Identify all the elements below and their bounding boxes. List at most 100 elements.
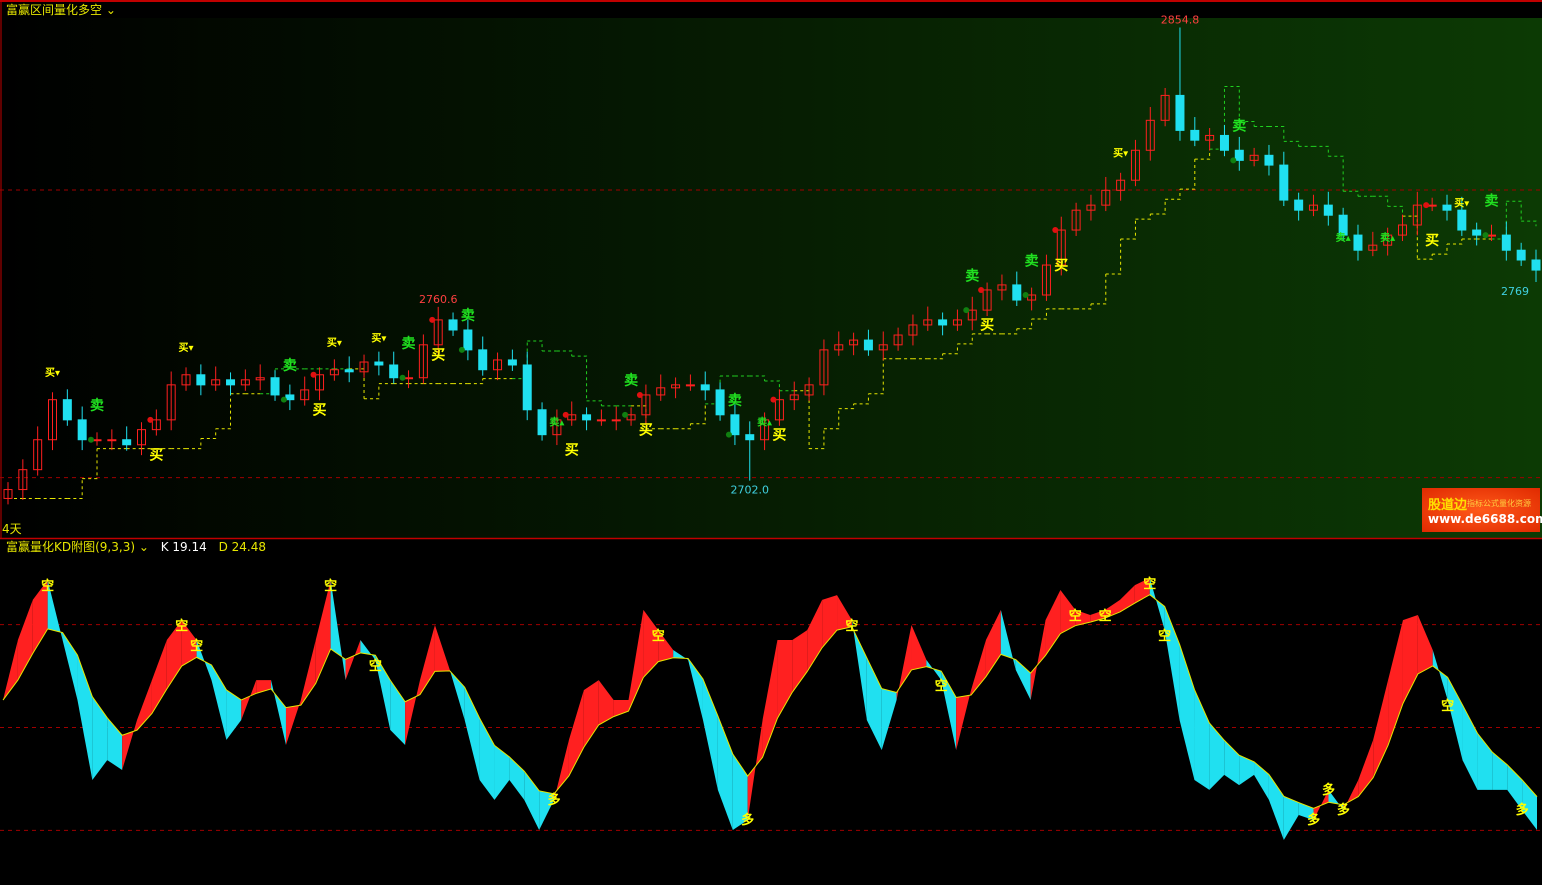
candle-body xyxy=(1531,259,1541,271)
candle-body xyxy=(1383,234,1393,246)
stop-line-segment xyxy=(1417,254,1433,260)
kd-band-segment xyxy=(851,620,867,720)
kd-chart[interactable]: 空空空空空空空空空 空空空空多多 多多多多 xyxy=(0,576,1542,841)
kd-band-segment xyxy=(822,595,838,648)
kd-band-segment xyxy=(1045,589,1061,656)
kd-band-segment xyxy=(271,680,286,745)
candle-body xyxy=(700,384,710,391)
candle-body xyxy=(952,319,962,326)
kd-band-segment xyxy=(360,640,376,660)
candle-body xyxy=(1234,149,1244,161)
candle-body xyxy=(596,419,606,422)
kd-band-segment xyxy=(568,690,584,776)
candle-body xyxy=(359,361,369,373)
indicator-title[interactable]: 富赢区间量化多空 xyxy=(6,3,103,17)
kd-band-segment xyxy=(1179,644,1195,780)
kd-band-segment xyxy=(107,717,123,771)
watermark-logo: 股道边 指标公式量化资源 www.de6688.com xyxy=(1422,488,1542,532)
candle-body xyxy=(923,319,933,326)
kd-band-segment xyxy=(941,671,957,751)
stop-line-segment xyxy=(1105,238,1122,275)
sell-signal: 卖▴ xyxy=(549,416,564,429)
candle-body xyxy=(433,319,443,346)
kd-band-segment xyxy=(345,640,361,681)
long-signal: 多 xyxy=(1337,802,1350,818)
stop-line-segment xyxy=(215,393,232,430)
buy-signal: 买▾ xyxy=(327,337,342,349)
kd-title[interactable]: 富赢量化KD附图(9,3,3) xyxy=(6,540,136,554)
kd-band-segment xyxy=(1343,779,1359,811)
long-signal: 多 xyxy=(548,792,561,808)
kd-band-segment xyxy=(1149,577,1165,631)
stop-line-segment xyxy=(82,448,98,480)
candle-body xyxy=(967,309,977,321)
kd-band-segment xyxy=(1358,739,1374,797)
candle-body xyxy=(1205,134,1215,141)
candle-body xyxy=(18,469,28,491)
kd-band-segment xyxy=(658,630,674,662)
kd-band-segment xyxy=(449,669,465,720)
kd-band-segment xyxy=(1432,649,1448,701)
candle-body xyxy=(878,344,888,351)
kd-band-segment xyxy=(881,688,897,751)
kd-band-segment xyxy=(762,640,778,758)
candle-body xyxy=(92,439,102,442)
candle-body xyxy=(1160,94,1170,121)
kd-band-segment xyxy=(211,664,227,740)
kd-band-segment xyxy=(866,657,882,751)
kd-band-segment xyxy=(196,640,212,681)
candle-body xyxy=(3,489,13,499)
candle-body xyxy=(404,377,414,380)
k-value: K 19.14 xyxy=(160,540,207,554)
candle-body xyxy=(300,389,310,401)
buy-dot xyxy=(978,286,985,293)
kd-band-segment xyxy=(1254,761,1269,800)
short-signal: 空 xyxy=(935,678,948,694)
short-signal: 空 xyxy=(175,618,188,634)
candle-body xyxy=(1427,204,1437,207)
stop-line-segment xyxy=(1165,189,1181,200)
chevron-down-icon[interactable]: ⌄ xyxy=(135,540,149,554)
stop-line-segment xyxy=(1076,303,1092,310)
stop-line-segment xyxy=(1446,238,1463,245)
sell-signal: 卖 xyxy=(1232,118,1246,135)
sell-signal: 卖 xyxy=(1025,252,1039,269)
buy-signal: 买 xyxy=(772,427,786,443)
kd-band-segment xyxy=(792,630,808,693)
sell-dot xyxy=(1022,291,1029,298)
candle-body xyxy=(1397,224,1407,236)
candle-body xyxy=(1412,204,1422,226)
short-signal: 空 xyxy=(845,618,858,634)
kd-band-segment xyxy=(285,700,301,745)
candle-body xyxy=(730,414,740,436)
candle-body xyxy=(1086,204,1096,211)
candle-body xyxy=(1368,244,1378,251)
stop-line-segment xyxy=(586,400,602,406)
kd-band-segment xyxy=(509,756,525,800)
stop-line-segment xyxy=(1001,328,1018,335)
kd-band-segment xyxy=(1000,609,1016,670)
sell-dot xyxy=(399,374,406,381)
candle-body xyxy=(1249,154,1259,161)
short-signal: 空 xyxy=(324,578,337,594)
chevron-down-icon[interactable]: ⌄ xyxy=(102,3,116,17)
kd-band-segment xyxy=(1447,677,1463,761)
short-signal: 空 xyxy=(1099,608,1112,624)
stop-line-segment xyxy=(957,333,973,345)
stop-line-segment xyxy=(1016,319,1033,330)
kd-band-segment xyxy=(1522,779,1537,831)
candle-body xyxy=(1027,294,1037,301)
stop-line-segment xyxy=(467,378,484,385)
price-extreme-label: 2769 xyxy=(1501,285,1529,298)
kd-band-segment xyxy=(1239,755,1255,786)
sell-dot xyxy=(458,346,465,353)
candle-body xyxy=(1472,229,1482,236)
stop-line-segment xyxy=(838,403,855,410)
candle-body xyxy=(626,414,636,421)
stop-line-segment xyxy=(556,350,573,357)
kd-band-segment xyxy=(1507,764,1523,811)
stop-line-segment xyxy=(1283,140,1300,147)
stop-line-segment xyxy=(690,403,706,425)
candle-body xyxy=(863,339,873,351)
